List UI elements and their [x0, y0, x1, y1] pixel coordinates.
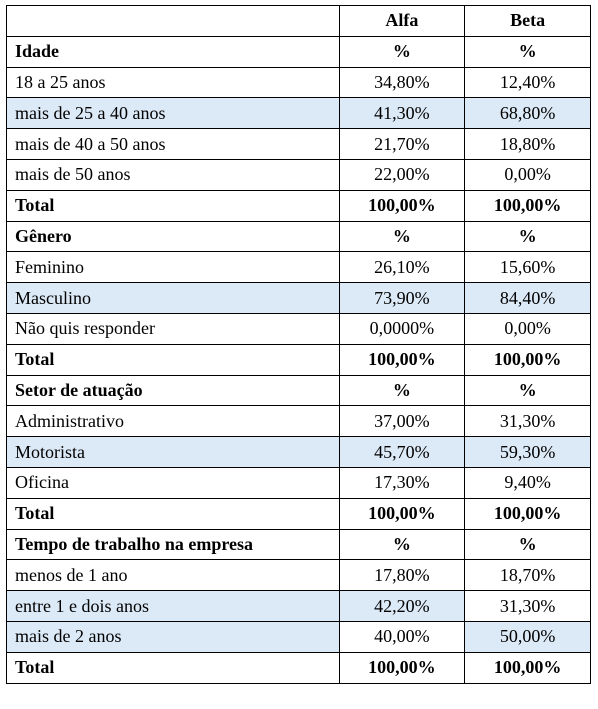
table-cell: %	[338, 374, 466, 407]
table-cell: entre 1 e dois anos	[6, 590, 340, 622]
table-cell: Motorista	[6, 436, 340, 468]
table-cell	[6, 5, 340, 37]
table-cell: 0,0000%	[338, 312, 466, 345]
table-cell: %	[464, 528, 591, 561]
table-row: Administrativo 37,00% 31,30%	[6, 405, 591, 438]
table-cell: %	[338, 528, 466, 561]
table-cell: 37,00%	[338, 405, 466, 438]
table-cell: 50,00%	[464, 620, 591, 653]
table-cell: Beta	[464, 5, 591, 37]
table-cell: 40,00%	[338, 620, 466, 653]
table-cell: Oficina	[6, 466, 340, 499]
table-row: Idade%%	[6, 35, 591, 68]
table-cell: 31,30%	[464, 405, 591, 438]
table-cell: Masculino	[6, 282, 340, 314]
table-row: Total 100,00% 100,00%	[6, 189, 591, 222]
table-cell: Não quis responder	[6, 312, 340, 345]
table-row: Total 100,00% 100,00%	[6, 651, 591, 684]
table-row: mais de 2 anos 40,00% 50,00%	[6, 620, 591, 653]
table-cell: 26,10%	[338, 251, 466, 284]
table-cell: 12,40%	[464, 66, 591, 99]
table-row: Alfa Beta	[6, 5, 591, 37]
table-cell: 22,00%	[338, 158, 466, 191]
table-cell: 17,30%	[338, 466, 466, 499]
table-cell: Idade	[6, 35, 340, 68]
table-cell: 15,60%	[464, 251, 591, 284]
table-cell: mais de 2 anos	[6, 620, 340, 653]
table-cell: %	[338, 35, 466, 68]
table-cell: 100,00%	[338, 497, 466, 530]
table-cell: 45,70%	[338, 436, 466, 468]
table-cell: 34,80%	[338, 66, 466, 99]
table-cell: 17,80%	[338, 559, 466, 592]
table-cell: 100,00%	[464, 651, 591, 684]
table-row: Oficina 17,30% 9,40%	[6, 466, 591, 499]
table-cell: 0,00%	[464, 312, 591, 345]
table-row: mais de 40 a 50 anos 21,70% 18,80%	[6, 128, 591, 160]
table-cell: 100,00%	[338, 343, 466, 376]
table-row: Setor de atuação%%	[6, 374, 591, 407]
table-cell: mais de 40 a 50 anos	[6, 128, 340, 160]
table-cell: 100,00%	[464, 343, 591, 376]
table-cell: %	[464, 35, 591, 68]
table-row: 18 a 25 anos 34,80% 12,40%	[6, 66, 591, 99]
table-cell: 21,70%	[338, 128, 466, 160]
table-cell: 68,80%	[464, 97, 591, 130]
table-row: mais de 25 a 40 anos 41,30% 68,80%	[6, 97, 591, 130]
table-cell: Administrativo	[6, 405, 340, 438]
table-row: Não quis responder 0,0000% 0,00%	[6, 312, 591, 345]
table-cell: 41,30%	[338, 97, 466, 130]
table-cell: menos de 1 ano	[6, 559, 340, 592]
data-table: Alfa Beta Idade%% 18 a 25 anos 34,80% 12,40% m…	[6, 5, 591, 684]
table-cell: Feminino	[6, 251, 340, 284]
table-cell: %	[464, 220, 591, 253]
table-row: Tempo de trabalho na empresa%%	[6, 528, 591, 561]
table-cell: 100,00%	[338, 189, 466, 222]
table-cell: %	[464, 374, 591, 407]
table-row: Feminino 26,10% 15,60%	[6, 251, 591, 284]
table-cell: Total	[6, 343, 340, 376]
table-cell: 42,20%	[338, 590, 466, 622]
table-cell: Total	[6, 651, 340, 684]
table-cell: 100,00%	[464, 189, 591, 222]
table-cell: 31,30%	[464, 590, 591, 622]
table-cell: %	[338, 220, 466, 253]
table-row: Masculino 73,90% 84,40%	[6, 282, 591, 314]
table-cell: 18 a 25 anos	[6, 66, 340, 99]
table-row: entre 1 e dois anos 42,20% 31,30%	[6, 590, 591, 622]
table-row: Motorista 45,70% 59,30%	[6, 436, 591, 468]
table-cell: Alfa	[338, 5, 466, 37]
table-cell: Gênero	[6, 220, 340, 253]
table-row: Gênero%%	[6, 220, 591, 253]
table-cell: 9,40%	[464, 466, 591, 499]
table-cell: Tempo de trabalho na empresa	[6, 528, 340, 561]
table-cell: mais de 25 a 40 anos	[6, 97, 340, 130]
table-cell: 0,00%	[464, 158, 591, 191]
table-row: Total 100,00% 100,00%	[6, 343, 591, 376]
table-cell: Setor de atuação	[6, 374, 340, 407]
table-cell: 18,70%	[464, 559, 591, 592]
table-cell: mais de 50 anos	[6, 158, 340, 191]
table-body: Alfa Beta Idade%% 18 a 25 anos 34,80% 12,40% m…	[6, 5, 591, 684]
table-cell: Total	[6, 497, 340, 530]
table-cell: 84,40%	[464, 282, 591, 314]
table-cell: 73,90%	[338, 282, 466, 314]
table-cell: Total	[6, 189, 340, 222]
table-cell: 100,00%	[338, 651, 466, 684]
table-row: Total 100,00% 100,00%	[6, 497, 591, 530]
table-cell: 100,00%	[464, 497, 591, 530]
table-row: menos de 1 ano 17,80% 18,70%	[6, 559, 591, 592]
table-cell: 59,30%	[464, 436, 591, 468]
table-cell: 18,80%	[464, 128, 591, 160]
table-row: mais de 50 anos 22,00% 0,00%	[6, 158, 591, 191]
